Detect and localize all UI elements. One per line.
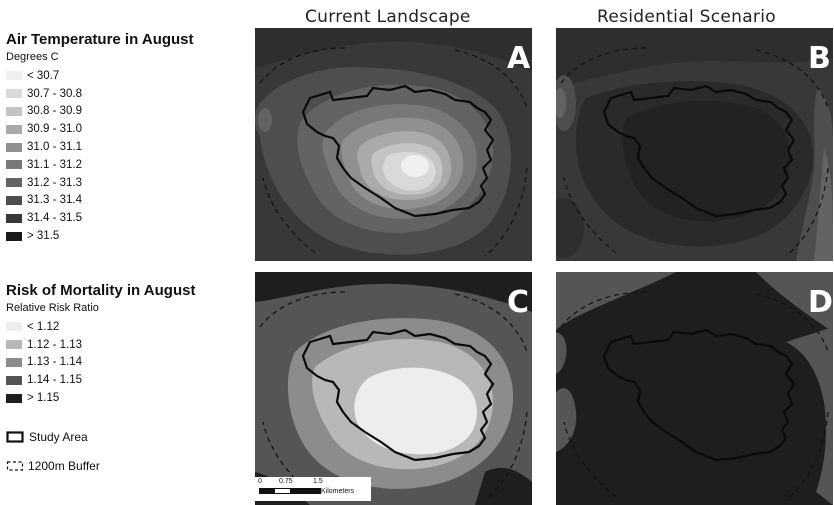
temperature-swatch-4 [6,142,22,152]
buffer-key: 1200m Buffer [6,459,100,473]
scale-bar-graphic [259,488,321,494]
mortality-residential-map: D [556,272,833,505]
temperature-swatch-7 [6,195,22,205]
mortality-swatch-3 [6,375,22,385]
temperature-class-label: 30.9 - 31.0 [27,123,82,136]
temperature-swatch-5 [6,160,22,170]
mortality-swatch-0 [6,322,22,332]
current-landscape-title: Current Landscape [305,7,471,27]
mortality-current-map: C [255,272,532,505]
study-area-symbol-icon [6,431,24,443]
residential-scenario-title: Residential Scenario [597,7,776,27]
mortality-class-0: < 1.12 [6,318,195,336]
mortality-class-4: > 1.15 [6,389,195,407]
temperature-swatch-2 [6,106,22,116]
mortality-swatch-1 [6,340,22,350]
temperature-swatch-9 [6,231,22,241]
scale-unit: Kilometers [321,488,355,495]
mortality-class-label: 1.12 - 1.13 [27,338,82,351]
map-panel-b: B [556,28,833,261]
temperature-class-label: > 31.5 [27,230,60,243]
study-area-key: Study Area [6,430,88,444]
temperature-class-label: 30.8 - 30.9 [27,105,82,118]
mortality-class-1: 1.12 - 1.13 [6,336,195,354]
temperature-swatch-8 [6,213,22,223]
temperature-class-label: 31.2 - 31.3 [27,176,82,189]
temperature-class-3: 30.9 - 31.0 [6,120,194,138]
temperature-swatch-6 [6,178,22,188]
temperature-class-label: < 30.7 [27,69,60,82]
mortality-swatch-4 [6,393,22,403]
mortality-swatch-2 [6,357,22,367]
temperature-swatch-1 [6,89,22,99]
panel-letter-a: A [507,41,531,76]
mortality-class-label: > 1.15 [27,392,60,405]
map-panel-c: C [255,272,532,505]
study-area-label: Study Area [29,430,88,444]
panel-letter-d: D [808,285,833,320]
mortality-class-3: 1.14 - 1.15 [6,371,195,389]
temperature-class-6: 31.2 - 31.3 [6,174,194,192]
temperature-class-label: 30.7 - 30.8 [27,87,82,100]
temperature-class-7: 31.3 - 31.4 [6,192,194,210]
mortality-legend: Risk of Mortality in August Relative Ris… [6,282,195,407]
buffer-label: 1200m Buffer [28,459,100,473]
temperature-class-5: 31.1 - 31.2 [6,156,194,174]
mortality-legend-title: Risk of Mortality in August [6,282,196,299]
scale-tick-2: 1.5 [313,478,323,485]
mortality-class-label: 1.13 - 1.14 [27,356,82,369]
mortality-class-2: 1.13 - 1.14 [6,354,195,372]
temperature-class-4: 31.0 - 31.1 [6,138,194,156]
temperature-class-0: < 30.7 [6,67,194,85]
temperature-class-label: 31.3 - 31.4 [27,194,82,207]
map-panel-a: A [255,28,532,261]
temperature-legend-unit: Degrees C [6,51,59,63]
temperature-legend: Air Temperature in August Degrees C < 30… [6,31,194,245]
map-panel-d: D [556,272,833,505]
temperature-legend-title: Air Temperature in August [6,31,194,48]
temperature-class-2: 30.8 - 30.9 [6,103,194,121]
scale-tick-0: 0 [258,478,262,485]
temperature-class-8: 31.4 - 31.5 [6,209,194,227]
mortality-class-label: < 1.12 [27,320,60,333]
temperature-residential-map: B [556,28,833,261]
temperature-class-9: > 31.5 [6,227,194,245]
temperature-class-label: 31.0 - 31.1 [27,141,82,154]
panel-letter-c: C [507,285,529,320]
mortality-legend-unit: Relative Risk Ratio [6,302,99,314]
temperature-swatch-0 [6,71,22,81]
buffer-symbol-icon [6,461,24,471]
temperature-class-label: 31.1 - 31.2 [27,158,82,171]
mortality-class-label: 1.14 - 1.15 [27,374,82,387]
temperature-class-label: 31.4 - 31.5 [27,212,82,225]
scale-bar: 0 0.75 1.5 Kilometers [255,477,371,501]
scale-tick-1: 0.75 [279,478,293,485]
panel-letter-b: B [808,41,831,76]
temperature-swatch-3 [6,124,22,134]
temperature-class-1: 30.7 - 30.8 [6,85,194,103]
temperature-current-map: A [255,28,532,261]
